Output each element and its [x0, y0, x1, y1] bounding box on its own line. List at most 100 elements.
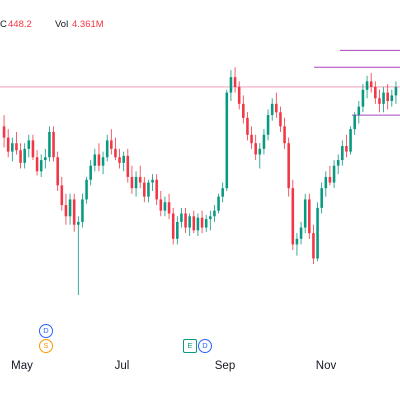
candle-up[interactable]: [394, 86, 398, 96]
candle-down[interactable]: [167, 202, 171, 214]
candle-up[interactable]: [23, 148, 26, 163]
candle-up[interactable]: [163, 202, 167, 211]
candle-down[interactable]: [126, 155, 130, 177]
candle-down[interactable]: [279, 112, 282, 127]
candle-down[interactable]: [52, 131, 55, 158]
candle-up[interactable]: [332, 165, 336, 183]
candle-down[interactable]: [275, 103, 278, 113]
dividend-badge-aug[interactable]: D: [198, 339, 212, 353]
candle-up[interactable]: [134, 176, 138, 189]
candle-down[interactable]: [369, 81, 373, 87]
dividend-badge-may[interactable]: D: [39, 324, 53, 338]
candle-up[interactable]: [341, 146, 344, 161]
candle-down[interactable]: [171, 213, 175, 239]
candle-up[interactable]: [382, 92, 385, 104]
candle-up[interactable]: [365, 81, 369, 90]
candle-down[interactable]: [6, 137, 10, 152]
candle-down[interactable]: [110, 140, 113, 149]
candle-up[interactable]: [204, 219, 208, 228]
candle-down[interactable]: [328, 176, 332, 183]
candle-down[interactable]: [130, 176, 134, 189]
candle-up[interactable]: [209, 216, 212, 220]
candle-up[interactable]: [48, 131, 51, 158]
candle-up[interactable]: [151, 179, 154, 183]
candle-up[interactable]: [122, 155, 125, 163]
candle-down[interactable]: [386, 92, 389, 102]
candle-up[interactable]: [361, 89, 365, 107]
candle-down[interactable]: [200, 217, 204, 228]
candle-up[interactable]: [357, 106, 361, 116]
candle-down[interactable]: [60, 185, 64, 206]
candle-up[interactable]: [303, 199, 307, 228]
candle-down[interactable]: [345, 146, 348, 152]
candle-up[interactable]: [353, 115, 356, 130]
candle-up[interactable]: [105, 140, 109, 158]
candle-up[interactable]: [68, 199, 72, 217]
candle-down[interactable]: [246, 117, 249, 135]
candle-down[interactable]: [143, 182, 146, 197]
candle-up[interactable]: [147, 182, 150, 197]
candle-down[interactable]: [283, 126, 286, 144]
candle-up[interactable]: [266, 115, 270, 135]
candle-up[interactable]: [180, 213, 183, 222]
split-badge-may[interactable]: S: [39, 339, 53, 353]
candle-down[interactable]: [138, 176, 142, 183]
candle-down[interactable]: [242, 103, 245, 118]
candle-up[interactable]: [324, 176, 328, 189]
candle-up[interactable]: [349, 129, 352, 152]
candle-up[interactable]: [336, 160, 340, 166]
candle-down[interactable]: [97, 154, 101, 166]
candle-up[interactable]: [85, 179, 88, 200]
candle-up[interactable]: [11, 143, 14, 152]
candle-up[interactable]: [320, 188, 323, 208]
candle-up[interactable]: [221, 188, 224, 197]
candle-down[interactable]: [159, 199, 163, 211]
candle-up[interactable]: [316, 207, 319, 259]
candle-down[interactable]: [19, 150, 22, 163]
candle-up[interactable]: [225, 92, 229, 189]
candle-up[interactable]: [258, 148, 262, 155]
candle-down[interactable]: [114, 148, 117, 158]
candle-down[interactable]: [237, 86, 241, 104]
candle-up[interactable]: [81, 199, 84, 222]
candle-down[interactable]: [72, 199, 76, 225]
candle-down[interactable]: [287, 143, 290, 189]
candle-up[interactable]: [176, 221, 179, 239]
candle-up[interactable]: [270, 103, 274, 116]
candle-up[interactable]: [44, 157, 47, 161]
candle-up[interactable]: [101, 157, 105, 166]
candle-up[interactable]: [213, 210, 216, 217]
candle-up[interactable]: [89, 165, 92, 180]
candle-down[interactable]: [254, 143, 257, 155]
candle-down[interactable]: [192, 216, 196, 231]
candle-up[interactable]: [262, 134, 266, 149]
candle-down[interactable]: [291, 188, 295, 245]
candle-up[interactable]: [27, 140, 31, 149]
candle-down[interactable]: [56, 157, 59, 186]
candle-up[interactable]: [217, 196, 220, 211]
candle-down[interactable]: [118, 157, 121, 163]
candle-down[interactable]: [374, 86, 377, 99]
candle-down[interactable]: [35, 157, 39, 172]
candle-down[interactable]: [155, 179, 158, 200]
candle-up[interactable]: [39, 160, 43, 172]
candle-up[interactable]: [77, 221, 80, 225]
candle-up[interactable]: [390, 95, 394, 102]
candle-down[interactable]: [184, 213, 187, 228]
candle-down[interactable]: [2, 126, 6, 138]
candle-down[interactable]: [31, 140, 35, 158]
candle-up[interactable]: [229, 77, 233, 93]
candle-up[interactable]: [196, 217, 200, 231]
candle-down[interactable]: [378, 98, 381, 104]
candle-down[interactable]: [308, 199, 311, 234]
candle-up[interactable]: [299, 227, 303, 239]
candle-up[interactable]: [188, 216, 191, 228]
candle-down[interactable]: [15, 143, 18, 151]
candle-down[interactable]: [233, 77, 237, 87]
candle-down[interactable]: [312, 233, 315, 259]
candle-down[interactable]: [64, 205, 68, 217]
earnings-badge-aug[interactable]: E: [183, 339, 197, 353]
candle-down[interactable]: [250, 134, 253, 144]
candle-up[interactable]: [93, 154, 97, 166]
